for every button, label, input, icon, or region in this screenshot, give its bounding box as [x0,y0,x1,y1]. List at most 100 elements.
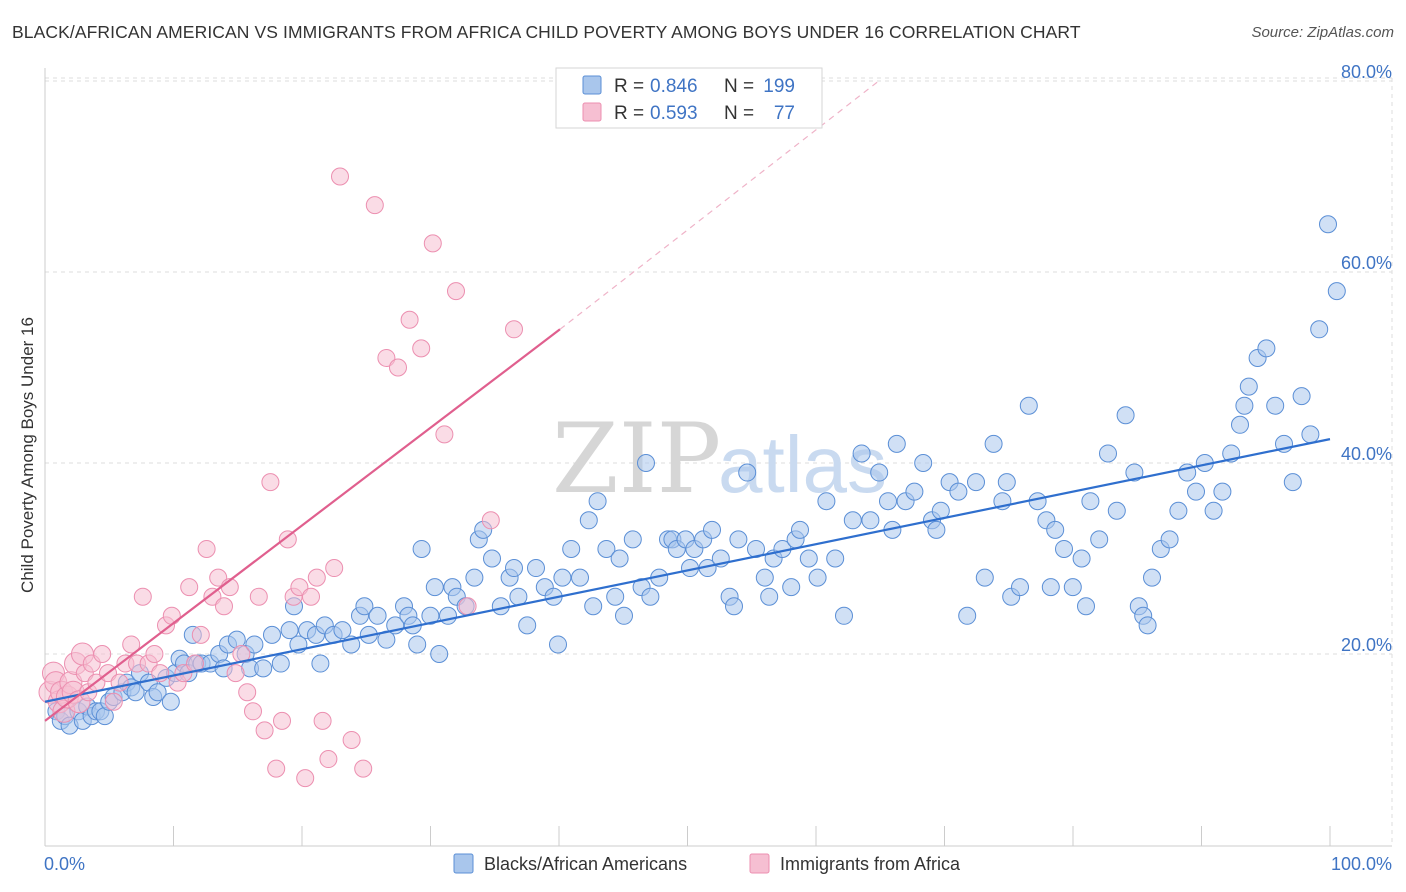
legend-box: R = 0.846 N = 199 R = 0.593 N = 77 [555,67,823,129]
point-blacks-94 [637,454,655,472]
point-immigrants-42 [244,702,262,721]
point-blacks-83 [562,539,581,558]
legend-r-value-blue: 0.846 [650,76,698,97]
y-tick-label-20: 20.0% [1341,635,1392,655]
point-blacks-84 [571,568,589,587]
point-blacks-118 [791,520,809,539]
y-tick-label-60: 60.0% [1341,253,1392,273]
point-blacks-159 [1107,501,1126,520]
point-blacks-78 [527,559,545,578]
point-blacks-177 [1239,377,1258,396]
point-blacks-92 [623,530,642,549]
point-immigrants-35 [203,587,222,606]
point-blacks-165 [1143,568,1161,587]
point-blacks-124 [843,511,862,530]
legend-r-label-blue: R = [614,76,644,97]
point-immigrants-21 [122,635,141,654]
legend-swatch-pink [582,102,602,122]
bottom-legend-label-pink: Immigrants from Africa [780,854,961,874]
point-blacks-86 [584,597,603,616]
point-blacks-77 [518,616,537,635]
point-blacks-37 [245,635,264,654]
point-blacks-123 [835,606,853,625]
point-blacks-175 [1231,415,1249,434]
point-blacks-54 [368,606,387,625]
grid-lines [45,77,1393,846]
point-immigrants-16 [93,645,112,663]
point-immigrants-44 [255,721,274,740]
point-immigrants-52 [302,587,320,606]
point-blacks-183 [1292,387,1311,406]
point-blacks-180 [1266,396,1285,415]
point-immigrants-51 [296,769,315,788]
point-blacks-52 [355,597,374,616]
trend-lines [44,79,1331,722]
point-blacks-69 [465,568,484,587]
point-immigrants-46 [267,759,286,778]
point-blacks-39 [263,625,281,644]
point-immigrants-56 [325,559,344,578]
point-immigrants-68 [458,597,477,616]
point-blacks-119 [799,549,818,568]
point-blacks-81 [549,635,567,654]
y-tick-label-80: 80.0% [1341,62,1392,82]
point-blacks-38 [254,659,273,678]
point-blacks-62 [421,606,440,625]
point-immigrants-25 [145,645,164,663]
point-immigrants-50 [290,578,309,597]
trend-line-immigrants [44,328,561,722]
point-immigrants-23 [133,587,152,606]
point-blacks-158 [1099,444,1117,463]
trend-line-blacks [44,438,1331,703]
bottom-legend: Blacks/African Americans Immigrants from… [453,853,961,874]
point-immigrants-63 [400,310,419,329]
point-blacks-156 [1081,492,1100,511]
legend-n-value-blue: 199 [763,76,795,97]
point-immigrants-48 [278,530,297,549]
legend-r-value-pink: 0.593 [650,103,698,124]
point-blacks-61 [412,539,431,558]
point-blacks-172 [1204,501,1223,520]
point-blacks-187 [1327,282,1346,301]
point-blacks-179 [1257,339,1276,358]
point-immigrants-62 [389,358,407,377]
point-blacks-109 [729,530,748,549]
point-blacks-167 [1160,530,1179,549]
point-immigrants-59 [354,759,373,778]
point-blacks-182 [1283,473,1302,492]
point-blacks-87 [588,492,607,511]
point-blacks-95 [641,587,660,606]
point-immigrants-58 [342,730,361,749]
x-tick-label-max: 100.0% [1331,854,1392,874]
point-blacks-155 [1077,597,1095,616]
point-blacks-160 [1116,406,1135,425]
source-label: Source: ZipAtlas.com [1251,24,1394,41]
point-immigrants-57 [331,167,349,186]
bottom-legend-swatch-blue [453,853,474,874]
point-blacks-152 [1055,539,1073,558]
legend-n-label-pink: N = [724,103,754,124]
point-blacks-161 [1125,463,1144,482]
point-blacks-60 [408,635,427,654]
point-blacks-65 [439,606,457,625]
point-immigrants-66 [435,425,454,444]
point-blacks-144 [997,473,1016,492]
point-blacks-85 [579,511,598,530]
point-immigrants-65 [423,234,442,253]
point-immigrants-54 [313,711,332,730]
point-blacks-49 [333,621,352,640]
point-blacks-127 [870,463,889,482]
point-blacks-40 [271,654,290,673]
point-blacks-108 [725,597,743,616]
bottom-legend-swatch-pink [749,853,770,874]
point-blacks-176 [1235,396,1254,415]
chart-title: BLACK/AFRICAN AMERICAN VS IMMIGRANTS FRO… [12,22,1081,42]
point-blacks-185 [1310,320,1329,339]
point-blacks-88 [597,539,616,558]
point-blacks-153 [1063,578,1082,597]
point-immigrants-36 [209,568,228,587]
point-immigrants-64 [412,339,431,358]
point-blacks-140 [967,473,985,492]
point-blacks-91 [615,606,633,625]
